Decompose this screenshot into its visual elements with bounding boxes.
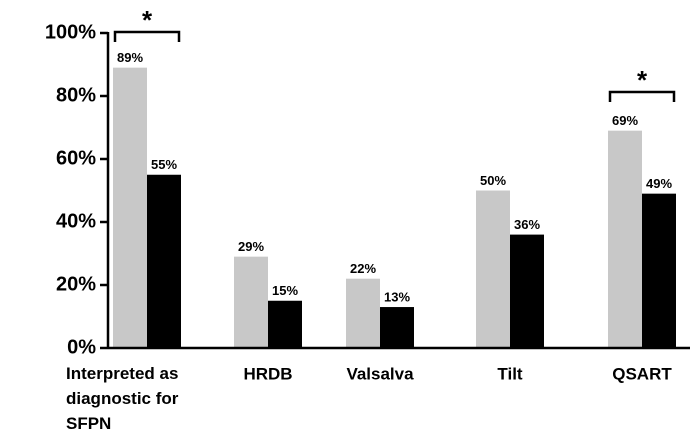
value-label: 50% <box>480 173 506 188</box>
value-label: 36% <box>514 217 540 232</box>
bar <box>380 307 414 348</box>
bar <box>346 278 380 348</box>
y-tick-label: 20% <box>56 273 96 295</box>
x-tick-label: Tilt <box>497 364 523 383</box>
x-tick-label: QSART <box>612 364 672 383</box>
significance-marker: * <box>142 5 153 35</box>
value-label: 55% <box>151 157 177 172</box>
y-tick-label: 100% <box>45 21 96 43</box>
bar <box>147 174 181 348</box>
significance-bracket <box>113 30 181 42</box>
y-tick-label: 40% <box>56 210 96 232</box>
x-tick-label-line: SFPN <box>66 414 111 433</box>
value-label: 89% <box>117 50 143 65</box>
y-tick-label: 0% <box>67 336 96 358</box>
x-tick-label-line: diagnostic for <box>66 389 179 408</box>
x-tick-label: Valsalva <box>346 364 414 383</box>
value-label: 29% <box>238 239 264 254</box>
value-label: 13% <box>384 289 410 304</box>
value-label: 22% <box>350 261 376 276</box>
x-tick-label-line: Interpreted as <box>66 364 178 383</box>
value-label: 15% <box>272 283 298 298</box>
bar <box>608 130 642 348</box>
value-label: 69% <box>612 113 638 128</box>
y-tick-label: 60% <box>56 147 96 169</box>
bar <box>113 67 147 349</box>
value-label: 49% <box>646 176 672 191</box>
significance-marker: * <box>637 65 648 95</box>
bar <box>476 190 510 348</box>
x-tick-label: HRDB <box>243 364 292 383</box>
bar <box>642 193 676 348</box>
x-tick-label: Interpreted as diagnostic for SFPN <box>66 364 179 433</box>
bar <box>510 234 544 348</box>
bar <box>268 300 302 348</box>
significance-bracket <box>608 90 676 102</box>
bar <box>234 256 268 348</box>
y-tick-label: 80% <box>56 84 96 106</box>
